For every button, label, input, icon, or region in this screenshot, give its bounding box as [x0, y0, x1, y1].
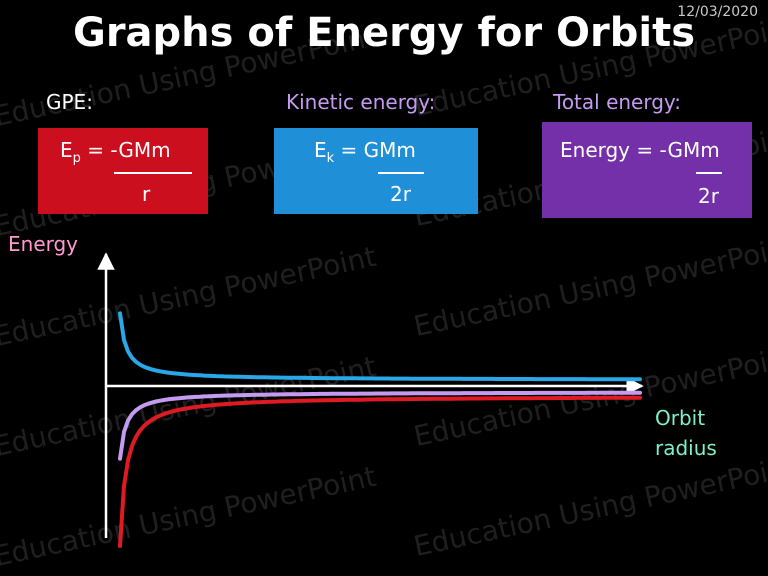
slide-date: 12/03/2020 — [677, 4, 758, 20]
total-energy-curve — [118, 390, 642, 461]
kinetic-fraction-bar — [378, 172, 424, 174]
gpe-numerator: Ep = -GMm — [60, 138, 171, 166]
gpe-formula-box: Ep = -GMm r — [38, 128, 208, 214]
gpe-rhs: = -GMm — [87, 138, 171, 162]
gpe-label: GPE: — [46, 90, 93, 114]
total-fraction-bar — [696, 172, 722, 174]
kinetic-label: Kinetic energy: — [286, 90, 436, 114]
total-denominator: 2r — [698, 184, 719, 208]
kinetic-subscript: k — [326, 151, 335, 166]
total-formula-box: Energy = -GMm 2r — [542, 122, 752, 218]
x-axis-label-line2: radius — [655, 436, 717, 460]
slide-title: Graphs of Energy for Orbits — [72, 10, 696, 56]
total-numerator: Energy = -GMm — [560, 138, 720, 162]
gpe-subscript: p — [72, 151, 81, 166]
gpe-symbol: E — [60, 138, 73, 162]
x-axis-label-line1: Orbit — [655, 406, 706, 430]
kinetic-energy-curve — [118, 311, 642, 382]
kinetic-formula-box: Ek = GMm 2r — [274, 128, 478, 214]
gpe-fraction-bar — [114, 172, 192, 174]
kinetic-numerator: Ek = GMm — [314, 138, 416, 166]
y-axis-label: Energy — [8, 232, 79, 256]
kinetic-rhs: = GMm — [340, 138, 416, 162]
kinetic-denominator: 2r — [390, 182, 411, 206]
kinetic-symbol: E — [314, 138, 327, 162]
gpe-denominator: r — [142, 182, 151, 206]
gpe-curve — [118, 395, 642, 548]
total-label: Total energy: — [553, 90, 682, 114]
